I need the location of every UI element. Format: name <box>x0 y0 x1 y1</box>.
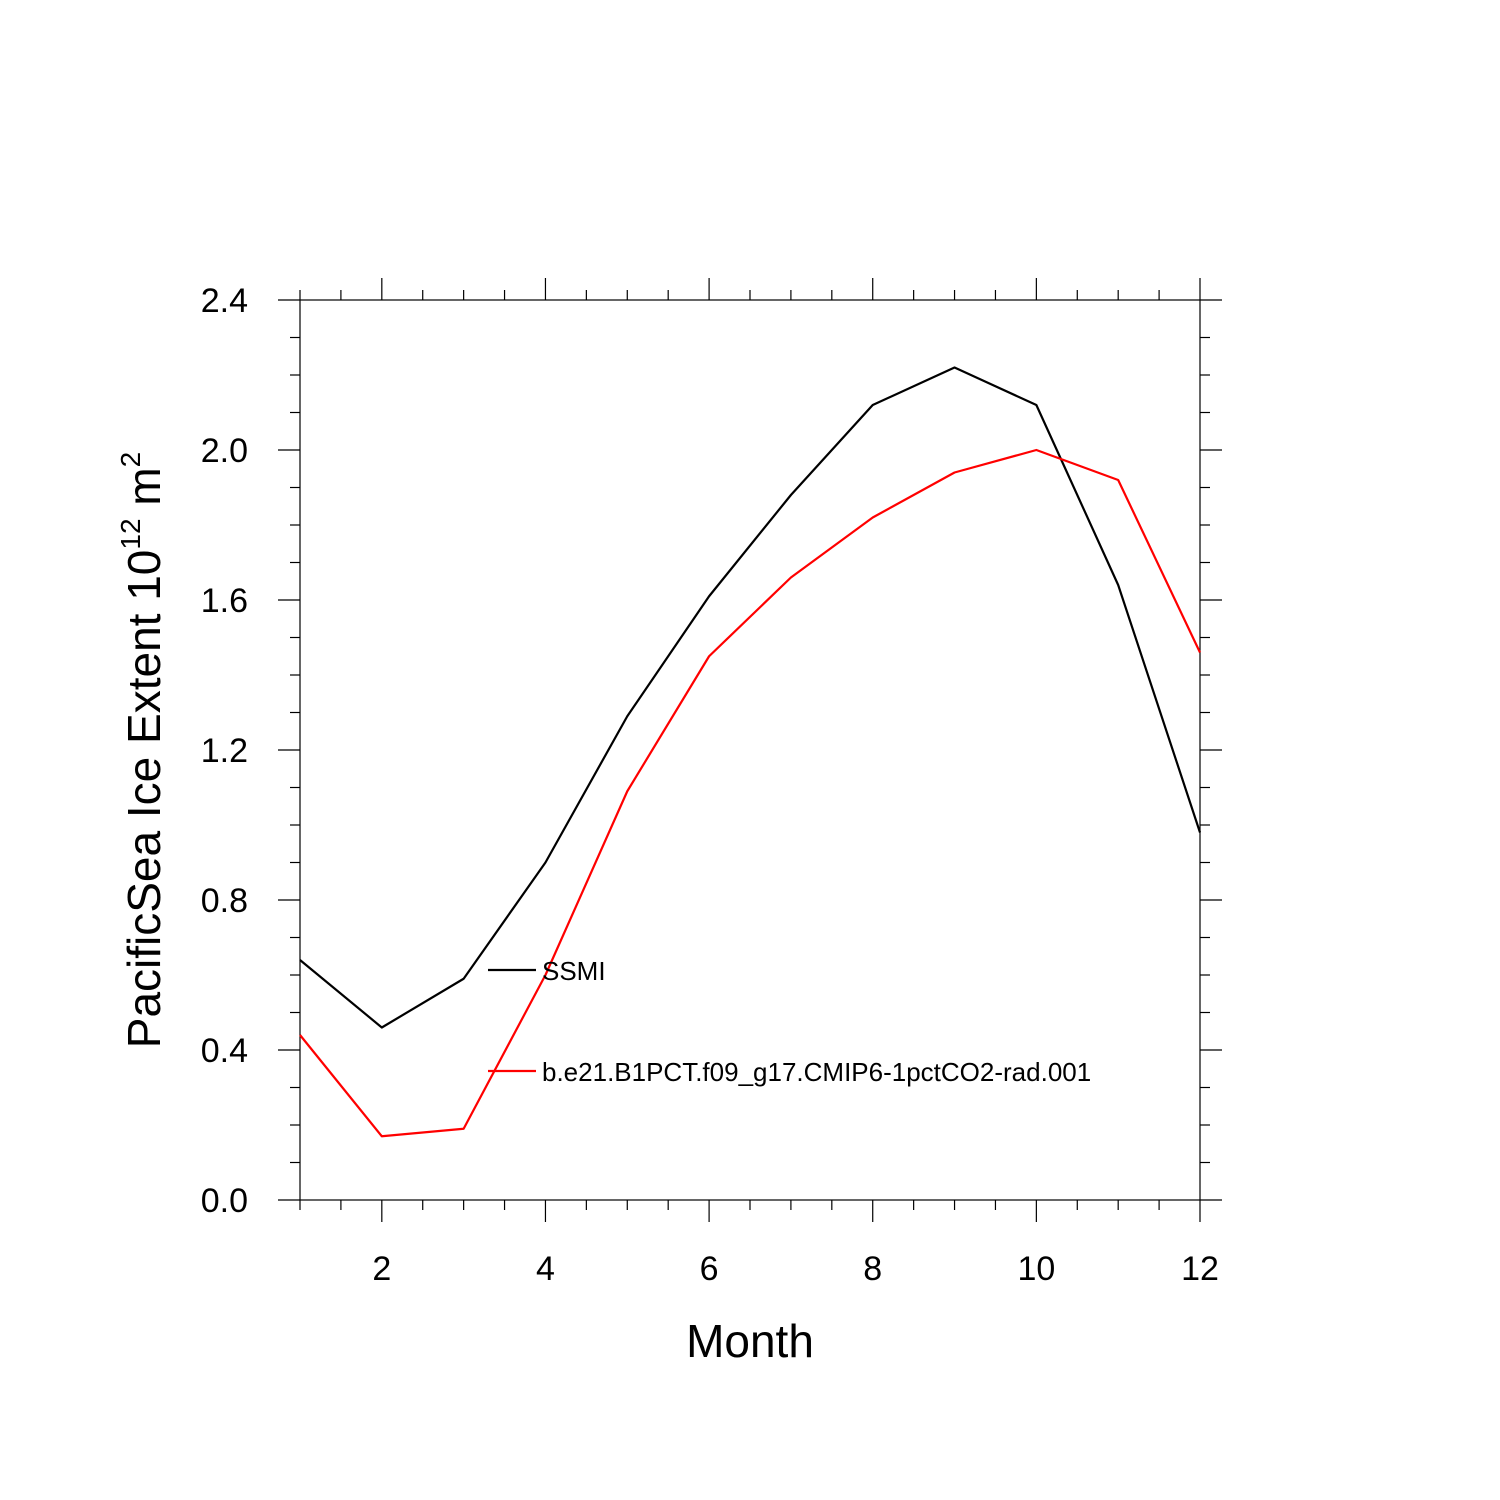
x-tick-labels: 2 4 6 8 10 12 <box>372 1250 1219 1288</box>
y-axis-label-unit: m <box>118 467 170 518</box>
y-axis-label-exponent: 12 <box>115 518 146 549</box>
x-tick-label: 2 <box>372 1250 391 1288</box>
y-tick-label: 0.4 <box>201 1032 248 1070</box>
x-tick-label: 6 <box>700 1250 719 1288</box>
y-axis-label-main: PacificSea Ice Extent 10 <box>118 550 170 1049</box>
y-axis-label-unit-exponent: 2 <box>115 452 146 468</box>
x-tick-label: 12 <box>1181 1250 1219 1288</box>
y-tick-label: 1.2 <box>201 732 248 770</box>
x-tick-label: 10 <box>1017 1250 1055 1288</box>
y-tick-label: 2.0 <box>201 432 248 470</box>
plot-frame <box>299 299 1201 1201</box>
series-layer <box>299 366 1202 1138</box>
series-line-1 <box>299 366 1202 1029</box>
y-tick-labels: 0.0 0.4 0.8 1.2 1.6 2.0 2.4 <box>201 282 248 1220</box>
y-tick-label: 2.4 <box>201 282 248 320</box>
legend-label: SSMI <box>542 956 606 986</box>
y-tick-label: 1.6 <box>201 582 248 620</box>
legend: SSMI b.e21.B1PCT.f09_g17.CMIP6-1pctCO2-ra… <box>488 956 1091 1087</box>
legend-label: b.e21.B1PCT.f09_g17.CMIP6-1pctCO2-rad.00… <box>542 1057 1091 1087</box>
x-axis-label: Month <box>686 1315 814 1367</box>
series-line-2 <box>299 448 1201 1138</box>
y-axis-label: PacificSea Ice Extent 1012 m2 <box>115 452 170 1048</box>
y-tick-label: 0.0 <box>201 1182 248 1220</box>
x-tick-label: 4 <box>536 1250 555 1288</box>
tick-marks <box>278 278 1222 1222</box>
y-tick-label: 0.8 <box>201 882 248 920</box>
x-tick-label: 8 <box>863 1250 882 1288</box>
